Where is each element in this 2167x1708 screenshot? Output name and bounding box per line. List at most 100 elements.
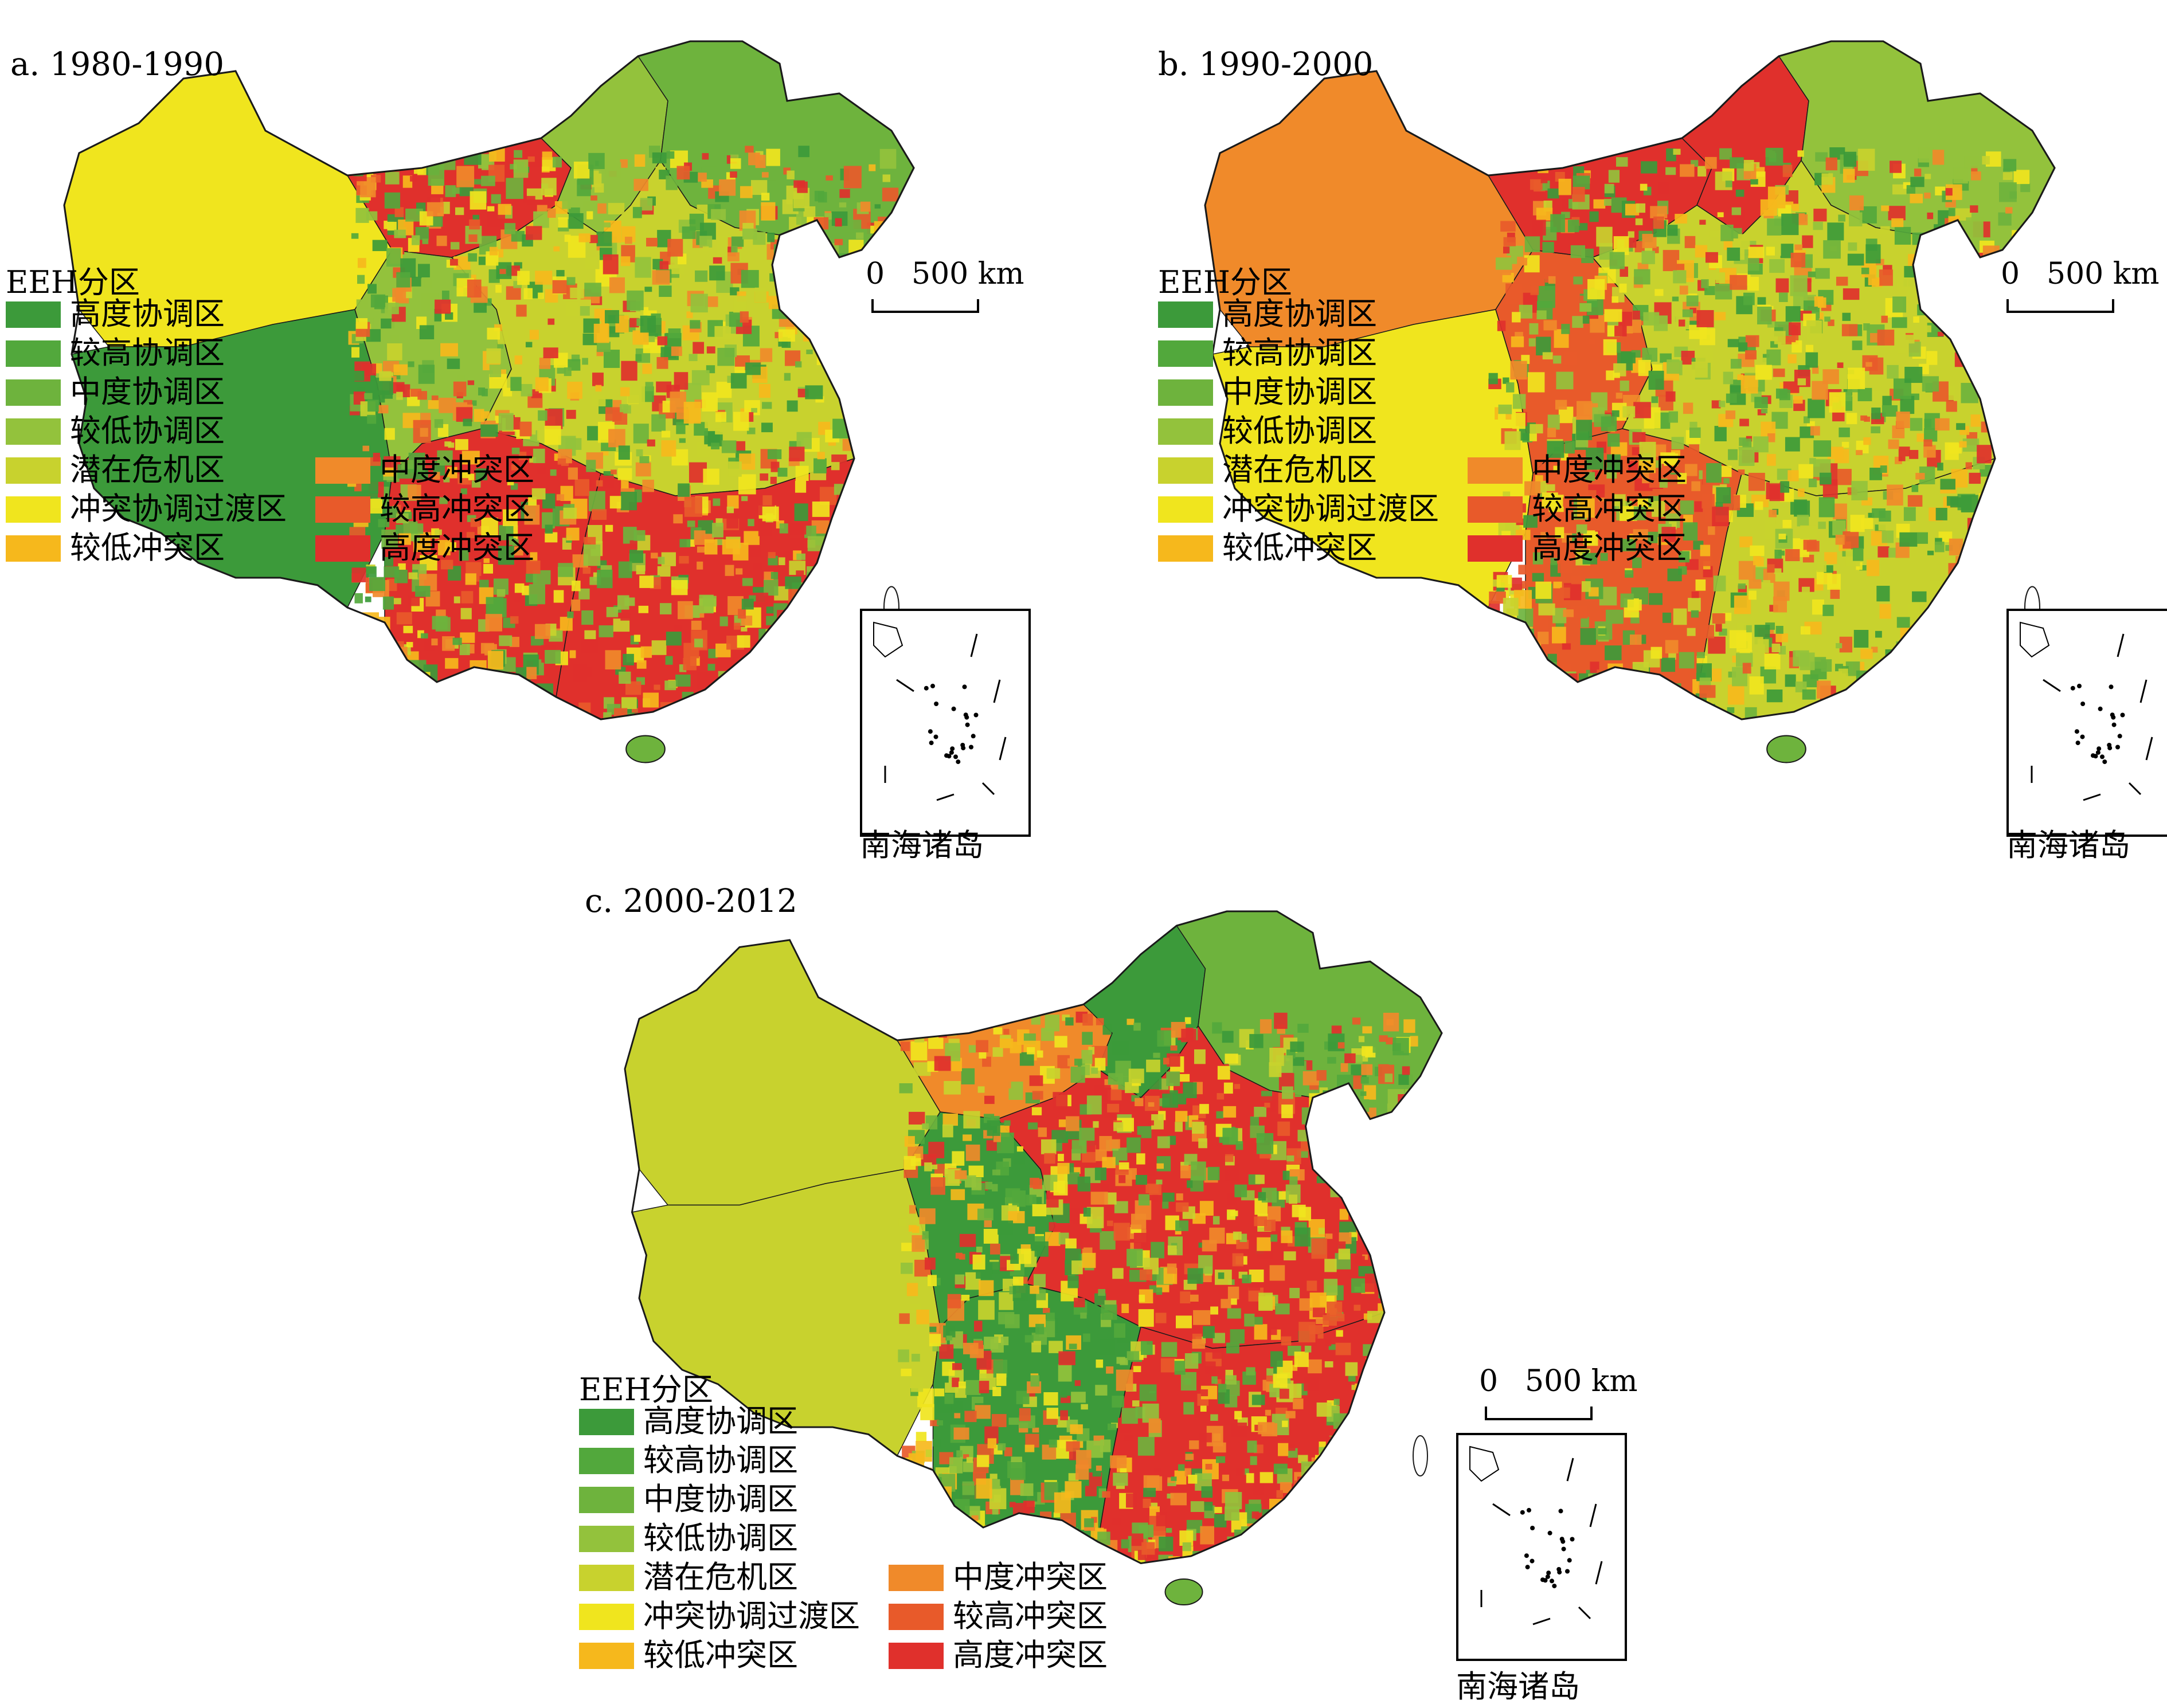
legend-label: 中度协调区 <box>1222 374 1377 410</box>
country-outline <box>63 40 915 720</box>
legend-swatch <box>1158 379 1213 406</box>
legend-label: 中度协调区 <box>70 374 225 410</box>
legend-label: 冲突协调过渡区 <box>643 1598 860 1634</box>
south-china-sea-inset <box>2006 609 2167 837</box>
scale-bar: 0 500 km <box>866 257 1038 320</box>
legend-label: 较低协调区 <box>1222 413 1377 449</box>
legend-swatch <box>579 1565 634 1591</box>
legend-label: 高度协调区 <box>1222 296 1377 332</box>
legend-label: 较低协调区 <box>643 1520 798 1556</box>
legend-label: 较低冲突区 <box>1222 530 1377 566</box>
legend-label: 较高协调区 <box>643 1442 798 1478</box>
legend-swatch <box>579 1409 634 1435</box>
map-panel-c: c. 2000-2012 EEH分区 高度协调区 较高协调区 中度协调区 较低协调区 潜在… <box>550 860 1638 1708</box>
scale-zero: 0 <box>866 257 885 291</box>
legend-label: 较低冲突区 <box>70 530 225 566</box>
legend-swatch <box>1158 496 1213 523</box>
legend: EEH分区 高度协调区 较高协调区 中度协调区 较低协调区 潜在危机区 冲突协调过渡区 较低冲… <box>6 257 556 612</box>
legend-swatch <box>1158 418 1213 445</box>
south-china-sea-inset <box>1456 1433 1627 1661</box>
country-outline <box>624 910 1443 1565</box>
legend-label: 中度冲突区 <box>953 1559 1108 1595</box>
legend-swatch <box>889 1565 944 1591</box>
legend-label: 中度冲突区 <box>1532 452 1687 488</box>
legend-swatch <box>1158 457 1213 484</box>
legend-label: 较高冲突区 <box>380 491 534 527</box>
legend-title: EEH分区 <box>6 264 140 300</box>
legend-swatch <box>889 1604 944 1630</box>
legend: EEH分区 高度协调区 较高协调区 中度协调区 较低协调区 潜在危机区 冲突协调过渡区 较低冲… <box>1158 257 1708 612</box>
legend-title: EEH分区 <box>1158 264 1292 300</box>
china-map <box>1204 40 2056 763</box>
hainan-island <box>1164 1578 1203 1605</box>
legend-swatch <box>1158 535 1213 562</box>
scale-line <box>1485 1407 1593 1420</box>
panel-title: a. 1980-1990 <box>10 46 224 83</box>
legend-label: 高度冲突区 <box>1532 530 1687 566</box>
legend-swatch <box>6 535 61 562</box>
scale-line <box>871 299 979 313</box>
south-china-sea-inset <box>860 609 1031 837</box>
legend: EEH分区 高度协调区 较高协调区 中度协调区 较低协调区 潜在危机区 冲突协调过渡区 较低冲… <box>579 1364 1129 1697</box>
china-map <box>63 40 915 763</box>
legend-label: 冲突协调过渡区 <box>1222 491 1439 527</box>
legend-swatch <box>6 301 61 328</box>
legend-swatch <box>1468 496 1523 523</box>
legend-swatch <box>315 535 370 562</box>
legend-label: 潜在危机区 <box>643 1559 798 1595</box>
map-panel-a: a. 1980-1990 EEH分区 高度协调区 较高协调区 中度协调区 较低协调区 潜在… <box>0 0 1078 863</box>
scale-bar: 0 500 km <box>2001 257 2167 320</box>
scale-bar: 0 500 km <box>1479 1364 1651 1427</box>
legend-swatch <box>1468 535 1523 562</box>
inset-map <box>1469 1445 1603 1625</box>
legend-swatch <box>6 379 61 406</box>
legend-label: 较高冲突区 <box>1532 491 1687 527</box>
taiwan-island <box>1413 1435 1428 1476</box>
scale-zero: 0 <box>2001 257 2020 291</box>
scale-label: 500 km <box>912 257 1024 291</box>
legend-label: 较低冲突区 <box>643 1637 798 1673</box>
china-map <box>624 910 1443 1605</box>
scale-zero: 0 <box>1479 1364 1499 1398</box>
legend-label: 潜在危机区 <box>70 452 225 488</box>
legend-swatch <box>579 1526 634 1552</box>
map-panel-b: b. 1990-2000 EEH分区 高度协调区 较高协调区 中度协调区 较低协调区 潜在… <box>1089 0 2167 863</box>
legend-label: 潜在危机区 <box>1222 452 1377 488</box>
legend-label: 高度协调区 <box>70 296 225 332</box>
legend-swatch <box>1158 340 1213 367</box>
legend-swatch <box>579 1448 634 1474</box>
country-outline <box>1204 40 2056 720</box>
inset-map <box>2020 621 2153 801</box>
legend-swatch <box>1158 301 1213 328</box>
legend-swatch <box>315 496 370 523</box>
legend-label: 中度冲突区 <box>380 452 534 488</box>
legend-label: 高度冲突区 <box>380 530 534 566</box>
legend-swatch <box>6 457 61 484</box>
inset-label: 南海诸岛 <box>2006 827 2130 863</box>
legend-title: EEH分区 <box>579 1372 713 1408</box>
scale-line <box>2006 299 2114 313</box>
legend-label: 较高协调区 <box>70 335 225 371</box>
panel-title: c. 2000-2012 <box>585 883 797 920</box>
legend-label: 冲突协调过渡区 <box>70 491 287 527</box>
legend-swatch <box>6 418 61 445</box>
scale-label: 500 km <box>2047 257 2160 291</box>
inset-label: 南海诸岛 <box>860 827 984 863</box>
legend-swatch <box>1468 457 1523 484</box>
legend-swatch <box>579 1487 634 1513</box>
legend-label: 较高协调区 <box>1222 335 1377 371</box>
legend-swatch <box>579 1604 634 1630</box>
hainan-island <box>1766 735 1806 763</box>
legend-swatch <box>579 1643 634 1669</box>
legend-label: 较低协调区 <box>70 413 225 449</box>
legend-swatch <box>315 457 370 484</box>
legend-label: 较高冲突区 <box>953 1598 1108 1634</box>
legend-swatch <box>6 340 61 367</box>
scale-label: 500 km <box>1525 1364 1638 1398</box>
legend-label: 高度冲突区 <box>953 1637 1108 1673</box>
inset-label: 南海诸岛 <box>1456 1668 1580 1705</box>
panel-title: b. 1990-2000 <box>1158 46 1374 83</box>
region-northwest <box>624 939 941 1206</box>
hainan-island <box>625 735 666 763</box>
legend-swatch <box>889 1643 944 1669</box>
